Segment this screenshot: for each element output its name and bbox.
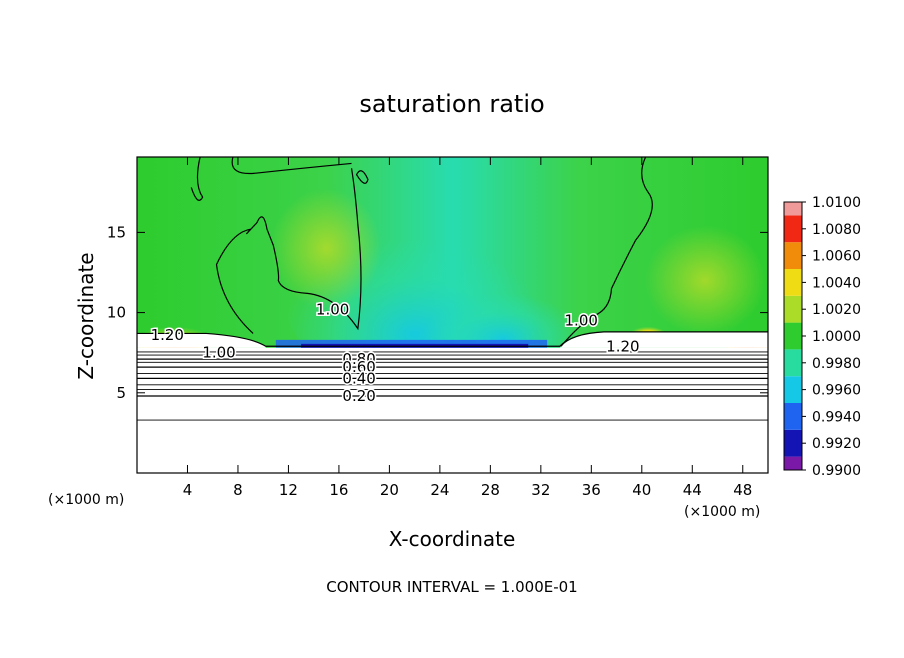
colorbar-swatch	[784, 322, 802, 350]
contour-label: 1.00	[202, 344, 235, 362]
colorbar-swatch	[784, 429, 802, 457]
y-axis-label: Z-coordinate	[74, 252, 98, 379]
contour-label: 0.60	[342, 358, 375, 376]
contour-label: 0.20	[342, 387, 375, 405]
contour-cloudtop	[137, 331, 768, 347]
field-subcloud	[137, 347, 768, 473]
x-tick-label: 16	[329, 481, 348, 499]
y-tick-label: 10	[107, 304, 126, 322]
x-unit-label: (×1000 m)	[684, 504, 760, 520]
x-tick-label: 12	[279, 481, 298, 499]
chart-title: saturation ratio	[359, 90, 544, 118]
x-tick-label: 28	[481, 481, 500, 499]
x-tick-label: 20	[380, 481, 399, 499]
colorbar-label: 0.9960	[812, 383, 861, 399]
contour-100-left	[190, 157, 362, 334]
y-tick-label: 15	[107, 223, 126, 241]
x-tick-label: 32	[531, 481, 550, 499]
x-axis-label: X-coordinate	[389, 527, 516, 551]
x-tick-label: 4	[183, 481, 193, 499]
contour-100-right	[560, 157, 653, 347]
colorbar-swatch	[784, 456, 802, 470]
contour-label: 1.20	[151, 326, 184, 344]
colorbar-label: 1.0100	[812, 195, 861, 211]
contour-label: 1.20	[606, 337, 639, 355]
colorbar-label: 1.0020	[812, 302, 861, 318]
colorbar-label: 1.0000	[812, 329, 861, 345]
contour-interval-note: CONTOUR INTERVAL = 1.000E-01	[326, 578, 577, 596]
cloud-pocket-left	[137, 333, 266, 348]
contour-label: 1.00	[316, 300, 349, 318]
colorbar-label: 0.9900	[812, 463, 861, 479]
colorbar-label: 1.0040	[812, 275, 861, 291]
field-moist-patch	[271, 188, 382, 309]
colorbar-label: 0.9980	[812, 356, 861, 372]
colorbar-swatch	[784, 403, 802, 430]
colorbar-label: 1.0060	[812, 249, 861, 265]
contour-lines	[137, 157, 768, 421]
contour-label: 1.00	[565, 312, 598, 330]
colorbar-swatch	[784, 349, 802, 377]
cloud-pocket-right	[559, 331, 768, 348]
colorbar-swatch	[784, 376, 802, 403]
colorbar-swatch	[784, 295, 802, 323]
x-tick-label: 44	[683, 481, 702, 499]
colorbar-swatch	[784, 215, 802, 243]
colorbar-swatch	[784, 202, 802, 216]
y-tick-label: 5	[116, 384, 126, 402]
x-tick-label: 24	[430, 481, 449, 499]
contour-label: 0.80	[342, 350, 375, 368]
colorbar-swatch	[784, 269, 802, 296]
colorbar-label: 0.9940	[812, 409, 861, 425]
x-tick-label: 48	[733, 481, 752, 499]
contour-label: 0.40	[342, 369, 375, 387]
colorbar-label: 1.0080	[812, 222, 861, 238]
field-moist-patch-2	[644, 225, 765, 336]
colorbar-swatch	[784, 242, 802, 269]
x-tick-label: 40	[632, 481, 651, 499]
contour-100-island	[355, 170, 369, 184]
plot-frame	[136, 156, 769, 474]
x-tick-label: 36	[582, 481, 601, 499]
y-unit-label: (×1000 m)	[48, 492, 124, 508]
colorbar-label: 0.9920	[812, 436, 861, 452]
heatmap-field	[137, 157, 768, 473]
x-tick-label: 8	[233, 481, 243, 499]
